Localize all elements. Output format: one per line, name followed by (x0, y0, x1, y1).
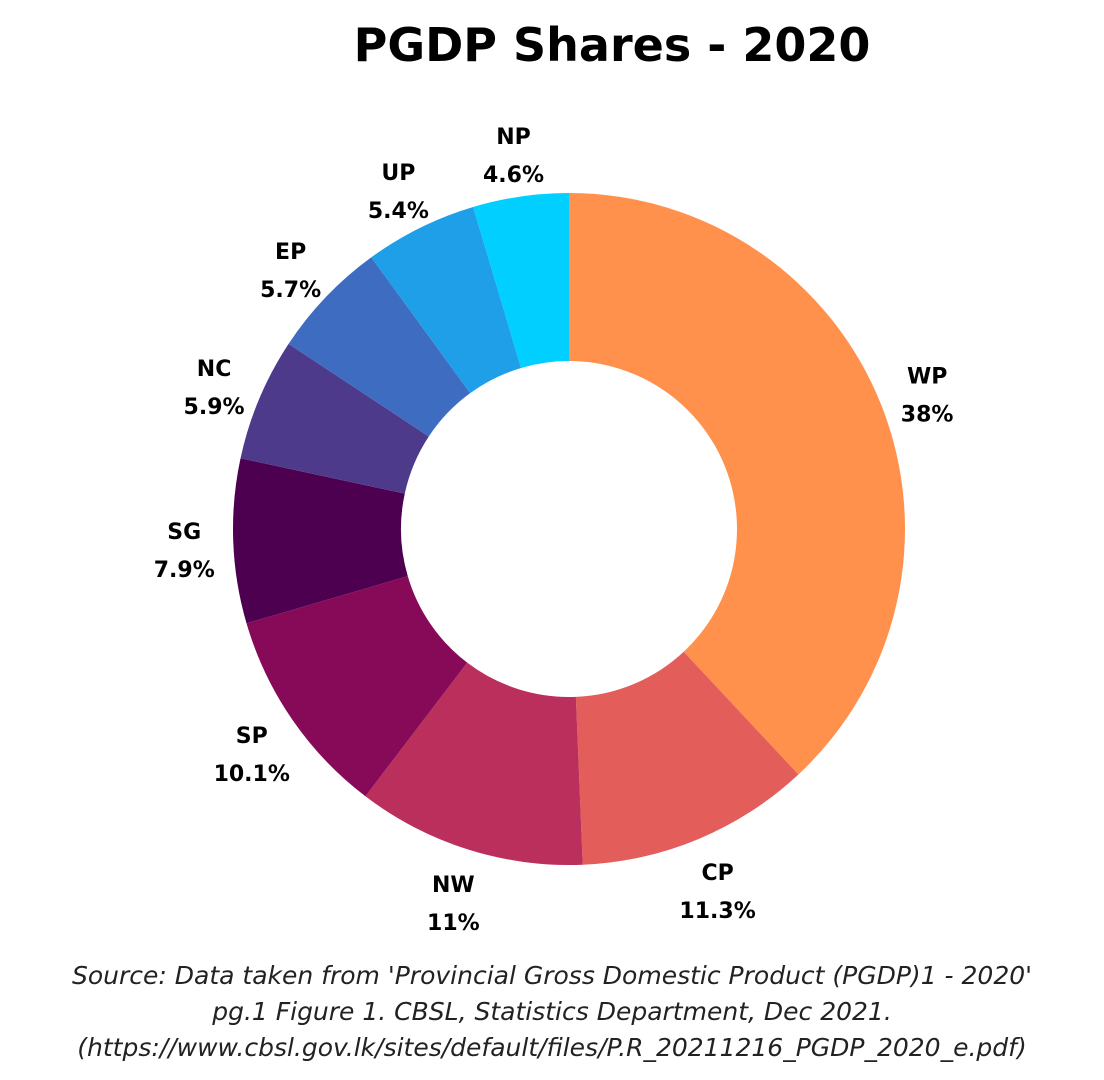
slice-value-label: 38% (901, 403, 954, 428)
slice-nw (365, 662, 583, 865)
slice-label-sp: SP 10.1% (214, 724, 290, 787)
source-line-3: (https://www.cbsl.gov.lk/sites/default/f… (77, 1033, 1027, 1062)
slice-np (473, 193, 569, 368)
slice-label-up: UP 5.4% (368, 161, 429, 224)
slice-value-label: 7.9% (154, 558, 215, 583)
slice-nc (240, 343, 429, 494)
slice-category-label: NW (432, 873, 475, 898)
slice-category-label: CP (701, 861, 733, 886)
slice-category-label: SG (167, 520, 201, 545)
slice-value-label: 10.1% (214, 762, 290, 787)
slice-wp (569, 193, 906, 775)
slice-value-label: 5.9% (184, 395, 245, 420)
slice-label-cp: CP 11.3% (679, 861, 755, 924)
slice-category-label: WP (907, 365, 947, 390)
donut-chart: WP 38% CP 11.3% NW 11% SP 10.1% SG 7.9% NC 5.9% EP 5.… (154, 125, 954, 936)
slice-label-wp: WP 38% (901, 365, 954, 428)
slice-value-label: 5.4% (368, 199, 429, 224)
slice-up (371, 206, 522, 394)
slice-cp (575, 651, 799, 865)
chart-title: PGDP Shares - 2020 (353, 18, 871, 72)
slice-label-nw: NW 11% (427, 873, 480, 936)
source-note: Source: Data taken from 'Provincial Gros… (0, 958, 1104, 1066)
slice-labels: WP 38% CP 11.3% NW 11% SP 10.1% SG 7.9% NC 5.9% EP 5.… (154, 125, 954, 936)
slice-label-sg: SG 7.9% (154, 520, 215, 583)
slice-value-label: 11.3% (679, 899, 755, 924)
slice-category-label: EP (275, 240, 306, 265)
slice-value-label: 11% (427, 911, 480, 936)
slice-label-ep: EP 5.7% (260, 240, 321, 303)
slice-category-label: NC (197, 357, 232, 382)
slice-ep (288, 257, 471, 437)
slice-category-label: NP (496, 125, 531, 150)
donut-slices (233, 193, 906, 865)
slice-value-label: 5.7% (260, 278, 321, 303)
slice-label-np: NP 4.6% (483, 125, 544, 188)
slice-label-nc: NC 5.9% (184, 357, 245, 420)
slice-sg (233, 458, 408, 624)
slice-category-label: SP (236, 724, 268, 749)
slice-sp (246, 576, 468, 797)
slice-category-label: UP (381, 161, 415, 186)
slice-value-label: 4.6% (483, 163, 544, 188)
source-line-2: pg.1 Figure 1. CBSL, Statistics Departme… (212, 997, 892, 1026)
source-line-1: Source: Data taken from 'Provincial Gros… (71, 961, 1033, 990)
